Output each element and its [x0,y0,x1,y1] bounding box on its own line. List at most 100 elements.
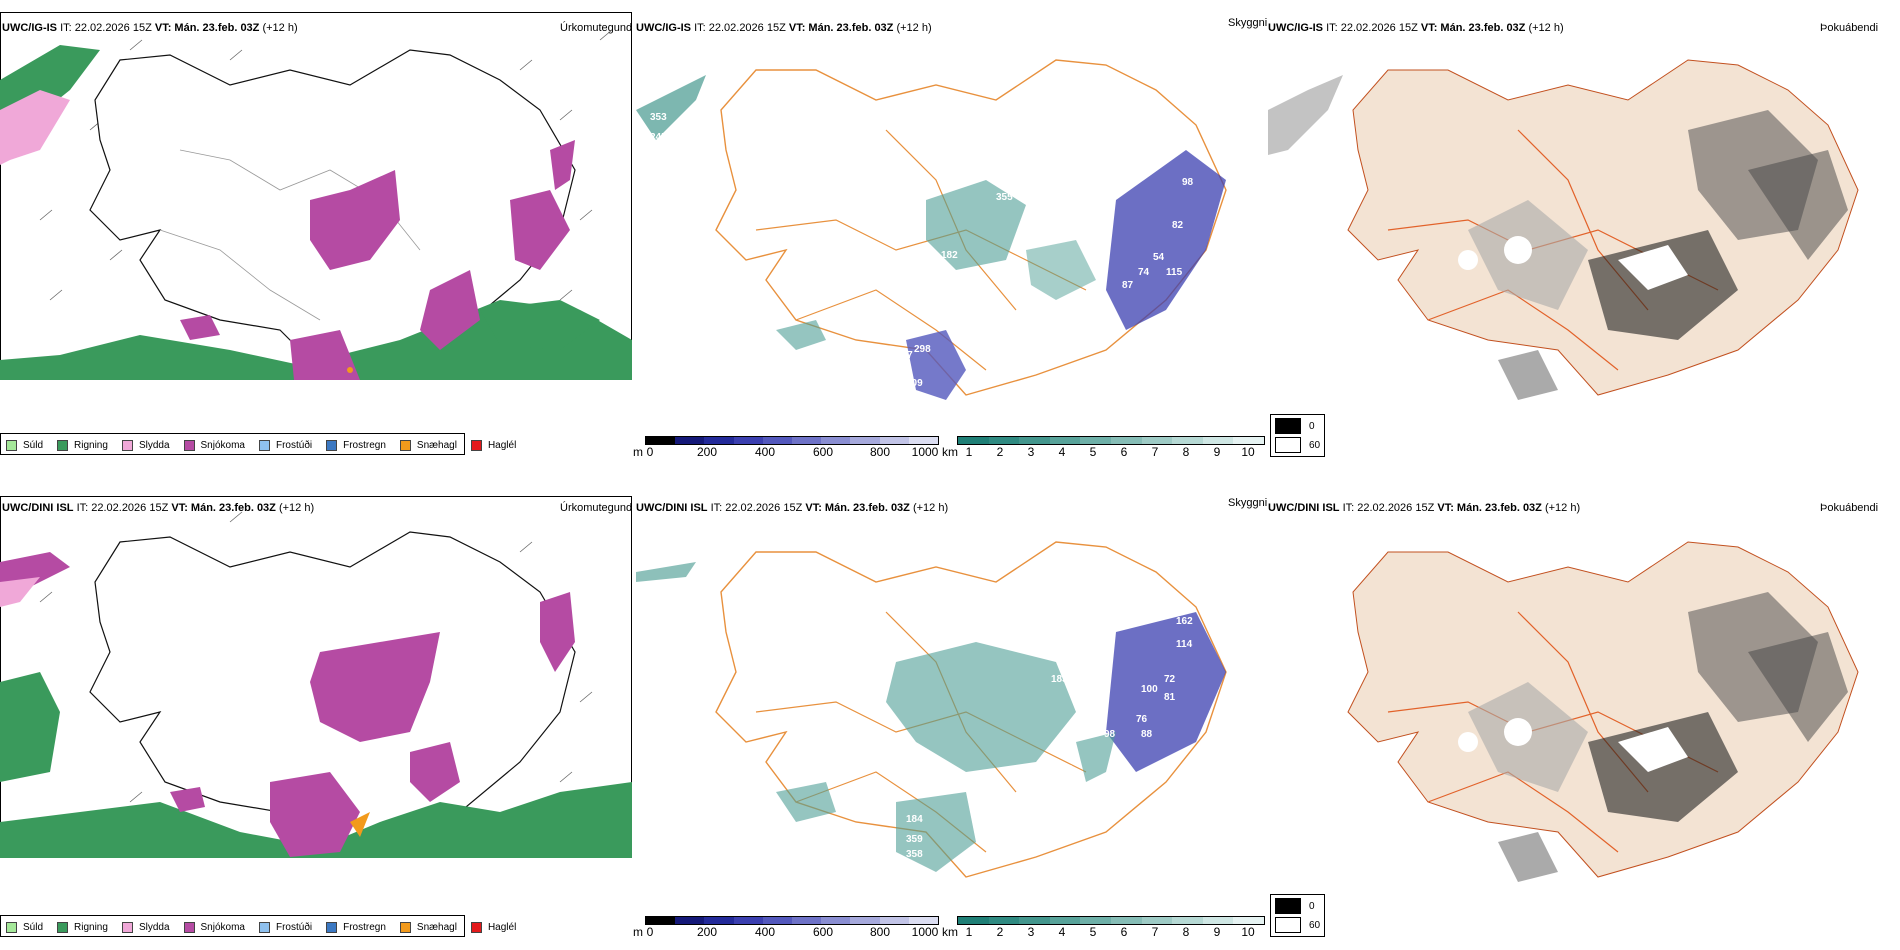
swatch [470,440,482,451]
legend-item-frostregn: Frostregn [326,440,386,451]
cloud-label: 87 [1122,280,1134,291]
cloud-unit: m [633,925,643,939]
model-name: UWC/IG-IS [1268,22,1323,34]
legend-item-rigning: Rigning [57,922,108,933]
cloud-label: 81 [1164,692,1176,703]
legend-item-snaehagl: Snæhagl [399,922,457,933]
legend-item-snjokoma: Snjókoma [183,440,245,451]
fog-map-1 [1268,59,1859,400]
swatch [183,922,195,933]
cloud-label: 54 [1153,252,1165,263]
cloud-label: 359 [906,834,923,845]
vis-title: UWC/IG-IS IT: 22.02.2026 15Z VT: Mán. 23… [636,22,932,35]
cloud-label: 82 [1172,220,1184,231]
precip-title: UWC/IG-IS IT: 22.02.2026 15Z VT: Mán. 23… [2,22,298,35]
fog-legend-row: 60 [1275,437,1320,453]
vis-panel-name: Skyggni [1228,17,1268,29]
lead-time: (+12 h) [1528,22,1564,34]
tick: 10 [1241,445,1255,459]
valid-time: Mán. 23.feb. 03Z [824,502,910,514]
lead-time: (+12 h) [912,502,949,514]
fog-legend: 0 60 [1270,414,1326,457]
cloud-label: 358 [906,849,923,860]
init-time: IT: 22.02.2026 15Z [1342,502,1435,514]
legend-label: Snjókoma [200,440,245,451]
swatch [183,440,195,451]
valid-label: VT: [171,502,188,514]
swatch [258,922,270,933]
fog-map-2 [1347,541,1859,882]
tick: 9 [1213,445,1221,459]
cloud-label: 76 [1136,714,1148,725]
swatch [326,922,338,933]
legend-label: Slydda [138,922,170,933]
row-2: UWC/DINI ISL IT: 22.02.2026 15Z VT: Mán.… [0,482,1900,950]
legend-item-snjokoma: Snjókoma [183,922,245,933]
cloud-label: 295 [1098,330,1115,341]
vis-unit: km [942,445,958,459]
tick: 800 [869,445,891,459]
legend-label: Snjókoma [200,922,245,933]
cloud-label: 467 [896,350,913,361]
cloud-label: 61 [1136,162,1148,173]
legend-item-haglel: Haglél [470,922,516,933]
cloud-label: 74 [1138,267,1150,278]
model-name: UWC/IG-IS [2,22,57,34]
cloud-label: 298 [914,344,931,355]
cloud-base-labels: 317 183 162 101 114 72 100 81 76 98 88 2… [906,609,1193,860]
valid-time: Mán. 23.feb. 03Z [1456,502,1542,514]
legend-label: Súld [23,922,44,933]
cloud-label: 72 [1164,674,1176,685]
cloud-label: 101 [1158,609,1175,620]
legend-item-haglel: Haglél [470,440,517,451]
tick: 5 [1089,925,1097,939]
fog-panel-name: Þokuábendi [1820,22,1879,34]
swatch [6,922,17,933]
legend-label: Frostregn [343,440,386,451]
tick: 400 [754,925,776,939]
swatch [57,440,69,451]
swatch [6,440,17,451]
cloud-label: 353 [650,112,667,123]
vis-map-1: 353 245 355 182 147 61 135 127 98 82 54 … [636,59,1227,400]
model-name: UWC/DINI ISL [2,502,74,514]
tick: 7 [1151,925,1159,939]
tick: 400 [754,445,776,459]
tick: 0 [646,925,654,939]
init-time: IT: 22.02.2026 15Z [76,502,169,514]
cloud-label: 283 [1061,779,1078,790]
tick: 4 [1058,925,1066,939]
precip-legend: Súld Rigning Slydda Snjókoma Frostúði Fr… [6,440,530,451]
swatch [258,440,270,451]
swatch [399,440,411,451]
fog-legend-label: 60 [1309,919,1321,931]
init-time: IT: 22.02.2026 15Z [60,22,152,34]
valid-label: VT: [1420,22,1438,34]
precip-panel-name: Úrkomutegund [560,502,633,514]
cloud-label: 184 [906,814,923,825]
cloud-colorbar [645,436,939,445]
cloud-label: 183 [1051,674,1068,685]
swatch [399,922,411,933]
cloud-label: 98 [1104,729,1116,740]
cloud-base-labels: 353 245 355 182 147 61 135 127 98 82 54 … [650,112,1194,389]
cloud-ticks: 0 200 400 600 800 1000 [645,925,939,939]
precip-map-2 [0,511,632,858]
legend-item-slydda: Slydda [121,440,170,451]
valid-time: Mán. 23.feb. 03Z [808,22,894,34]
swatch [121,440,133,451]
tick: 9 [1213,925,1221,939]
fog-legend: 0 60 [1270,894,1326,937]
valid-time: Mán. 23.feb. 03Z [1440,22,1526,34]
cloud-label: 100 [1141,684,1158,695]
fog-legend-label: 60 [1309,439,1321,451]
legend-label: Haglél [487,440,517,451]
cloud-ticks: 0 200 400 600 800 1000 [645,445,939,459]
vis-ticks: 1 2 3 4 5 6 7 8 9 10 [957,925,1263,939]
tick: 7 [1151,445,1159,459]
tick: 8 [1182,925,1190,939]
tick: 2 [996,925,1004,939]
fog-title: UWC/DINI ISL IT: 22.02.2026 15Z VT: Mán.… [1268,502,1580,515]
tick: 600 [812,445,834,459]
precip-title: UWC/DINI ISL IT: 22.02.2026 15Z VT: Mán.… [2,502,314,515]
